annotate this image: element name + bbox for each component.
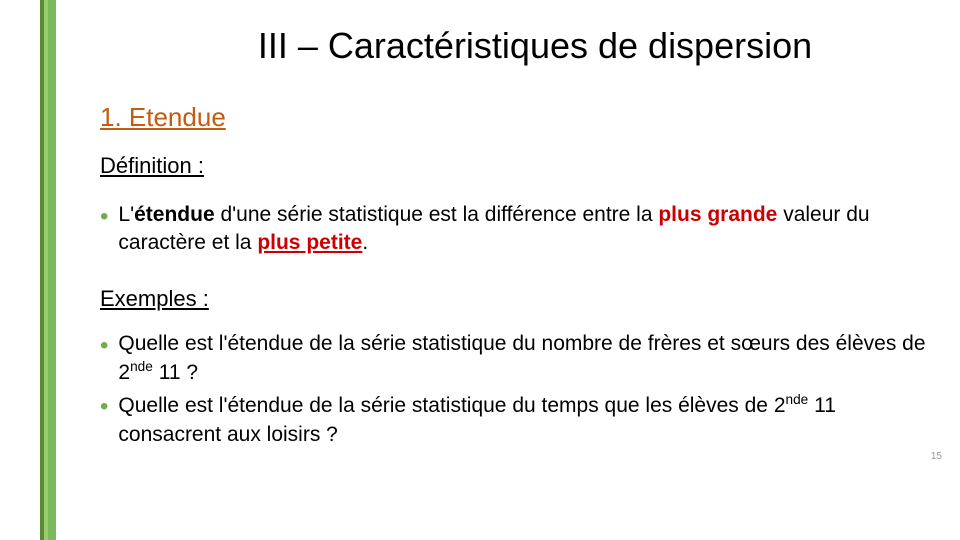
text-emphasis-red: plus petite xyxy=(257,231,362,254)
text-fragment: L' xyxy=(118,203,134,226)
example-bullet: • Quelle est l'étendue de la série stati… xyxy=(100,391,930,449)
example-text: Quelle est l'étendue de la série statist… xyxy=(118,330,930,388)
text-fragment: d'une série statistique est la différenc… xyxy=(215,203,659,226)
example-text: Quelle est l'étendue de la série statist… xyxy=(118,391,930,449)
text-fragment: 11 ? xyxy=(153,361,198,384)
example-bullet: • Quelle est l'étendue de la série stati… xyxy=(100,330,930,388)
superscript: nde xyxy=(130,359,153,374)
text-fragment: Quelle est l'étendue de la série statist… xyxy=(118,332,925,384)
accent-stripe xyxy=(48,0,56,540)
text-bold: étendue xyxy=(134,203,215,226)
accent-bar xyxy=(40,0,56,540)
text-fragment: Quelle est l'étendue de la série statist… xyxy=(118,394,785,417)
superscript: nde xyxy=(786,392,809,407)
slide-title: III – Caractéristiques de dispersion xyxy=(140,25,930,67)
bullet-dot-icon: • xyxy=(100,395,108,419)
bullet-dot-icon: • xyxy=(100,205,108,229)
text-fragment: . xyxy=(362,231,368,254)
definition-label: Définition : xyxy=(100,153,930,179)
text-emphasis-red: plus grande xyxy=(658,203,777,226)
bullet-dot-icon: • xyxy=(100,334,108,358)
slide-content: III – Caractéristiques de dispersion 1. … xyxy=(100,25,930,453)
definition-bullet: • L'étendue d'une série statistique est … xyxy=(100,201,930,258)
examples-label: Exemples : xyxy=(100,286,930,312)
page-number: 15 xyxy=(931,451,942,462)
definition-text: L'étendue d'une série statistique est la… xyxy=(118,201,930,258)
section-subtitle: 1. Etendue xyxy=(100,102,930,133)
